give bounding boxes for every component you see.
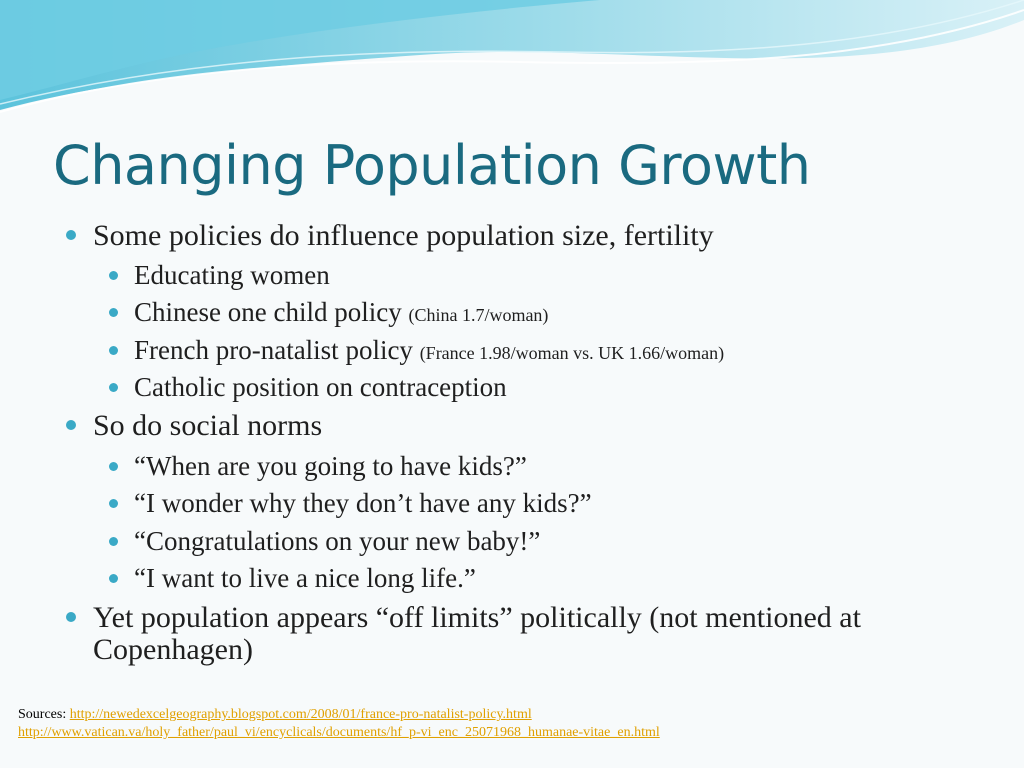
sub-bullet-dot bbox=[109, 537, 118, 546]
bullet-dot bbox=[66, 230, 76, 240]
sub-bullet-item: French pro-natalist policy (France 1.98/… bbox=[134, 335, 724, 368]
sources: Sources: http://newedexcelgeography.blog… bbox=[18, 706, 1018, 742]
bullet-item: So do social norms bbox=[93, 409, 323, 442]
bullet-item: Yet population appears “off limits” poli… bbox=[93, 601, 861, 666]
sub-bullet-item: “When are you going to have kids?” bbox=[134, 451, 527, 481]
sub-bullet-dot bbox=[109, 462, 118, 471]
sub-bullet-note: (China 1.7/woman) bbox=[408, 305, 549, 325]
bullet-item: Some policies do influence population si… bbox=[93, 219, 714, 252]
source-link-1[interactable]: http://newedexcelgeography.blogspot.com/… bbox=[69, 707, 532, 722]
sub-bullet-dot bbox=[109, 383, 118, 392]
sub-bullet-item: Catholic position on contraception bbox=[134, 372, 507, 402]
bullet-dot bbox=[66, 420, 76, 430]
sub-bullet-text: French pro-natalist policy bbox=[134, 335, 420, 365]
sub-bullet-dot bbox=[109, 271, 118, 280]
sub-bullet-note: (France 1.98/woman vs. UK 1.66/woman) bbox=[419, 343, 725, 363]
wave-highlight-line bbox=[0, 9, 1024, 113]
sub-bullet-item: “Congratulations on your new baby!” bbox=[134, 526, 541, 556]
sub-bullet-dot bbox=[109, 499, 118, 508]
sub-bullet-item: Educating women bbox=[134, 260, 330, 290]
sub-bullet-dot bbox=[109, 346, 118, 355]
bullet-dot bbox=[66, 612, 76, 622]
sub-bullet-text: Chinese one child policy bbox=[134, 297, 409, 327]
source-link-2[interactable]: http://www.vatican.va/holy_father/paul_v… bbox=[18, 725, 660, 740]
sources-label: Sources: bbox=[18, 707, 70, 722]
header-wave-decoration bbox=[0, 0, 1024, 113]
sub-bullet-dot bbox=[109, 308, 118, 317]
sub-bullet-item: “I want to live a nice long life.” bbox=[134, 563, 476, 593]
wave-band-front bbox=[0, 0, 600, 100]
wave-highlight-line-2 bbox=[0, 0, 1024, 105]
sub-bullet-dot bbox=[109, 574, 118, 583]
slide-title: Changing Population Growth bbox=[53, 134, 811, 197]
sub-bullet-item: “I wonder why they don’t have any kids?” bbox=[134, 488, 592, 518]
sub-bullet-item: Chinese one child policy (China 1.7/woma… bbox=[134, 297, 548, 330]
